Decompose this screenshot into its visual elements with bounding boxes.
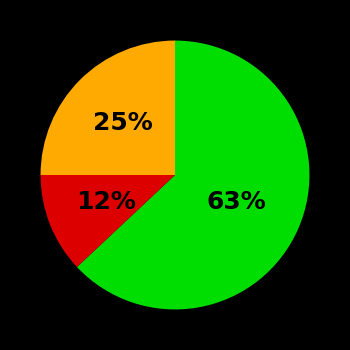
Text: 25%: 25% xyxy=(93,111,153,135)
Text: 12%: 12% xyxy=(76,190,136,214)
Wedge shape xyxy=(41,41,175,175)
Wedge shape xyxy=(41,175,175,267)
Text: 63%: 63% xyxy=(207,190,267,214)
Wedge shape xyxy=(77,41,309,309)
